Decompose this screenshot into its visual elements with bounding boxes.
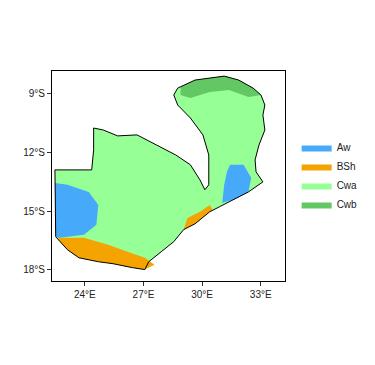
svg-text:27°E: 27°E [133,289,155,300]
svg-text:30°E: 30°E [191,289,213,300]
svg-text:15°S: 15°S [23,206,45,217]
svg-text:33°E: 33°E [250,289,272,300]
svg-text:Aw: Aw [337,142,351,153]
svg-text:BSh: BSh [337,161,356,172]
svg-text:Cwa: Cwa [337,180,357,191]
svg-text:18°S: 18°S [23,264,45,275]
svg-text:Cwb: Cwb [337,199,357,210]
svg-text:12°S: 12°S [23,147,45,158]
svg-text:9°S: 9°S [29,88,46,99]
svg-text:24°E: 24°E [74,289,96,300]
